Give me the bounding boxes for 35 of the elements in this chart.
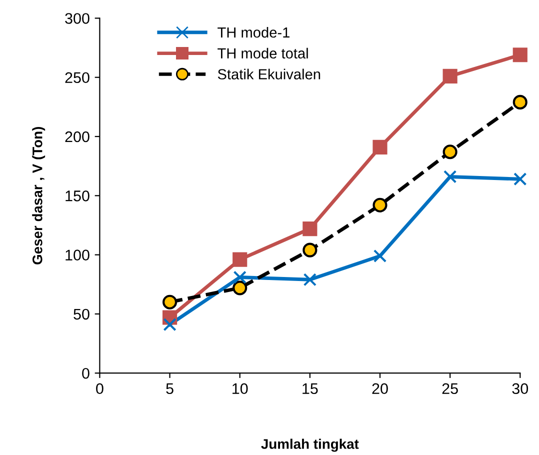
y-tick-label: 150 [66, 190, 90, 202]
x-tick-label: 30 [512, 383, 528, 394]
x-tick-label: 15 [302, 383, 318, 394]
point [233, 270, 246, 284]
point [302, 221, 318, 236]
x-tick-label: 5 [166, 383, 174, 394]
x-tick-label: 20 [372, 383, 388, 394]
point [303, 273, 317, 286]
y-tick-label: 50 [74, 308, 90, 320]
x-tick-label: 25 [442, 383, 458, 394]
y-tick-label: 100 [66, 250, 90, 260]
y-tick-label: 0 [82, 368, 90, 379]
point [442, 144, 458, 160]
point [512, 48, 528, 62]
legend-label: TH mode-1 [218, 26, 290, 38]
x-axis-title: Jumlah tingkat [261, 438, 359, 452]
legend-label: Statik Ekuivalen [218, 68, 320, 80]
point [512, 94, 528, 110]
point [514, 172, 527, 186]
point [163, 318, 176, 332]
y-tick-label: 300 [65, 13, 90, 24]
point [302, 242, 318, 258]
point [372, 198, 388, 212]
point [232, 252, 248, 267]
point [442, 68, 458, 84]
y-axis-title: Geser dasar , V (Ton) [32, 126, 46, 264]
legend-label: TH mode total [218, 48, 308, 59]
point [162, 294, 178, 310]
y-tick-label: 200 [65, 131, 90, 142]
x-tick-label: 0 [96, 383, 104, 394]
point [443, 170, 457, 184]
point [372, 140, 388, 154]
x-tick-label: 10 [232, 383, 248, 394]
point [232, 280, 248, 296]
y-tick-label: 250 [65, 72, 90, 84]
